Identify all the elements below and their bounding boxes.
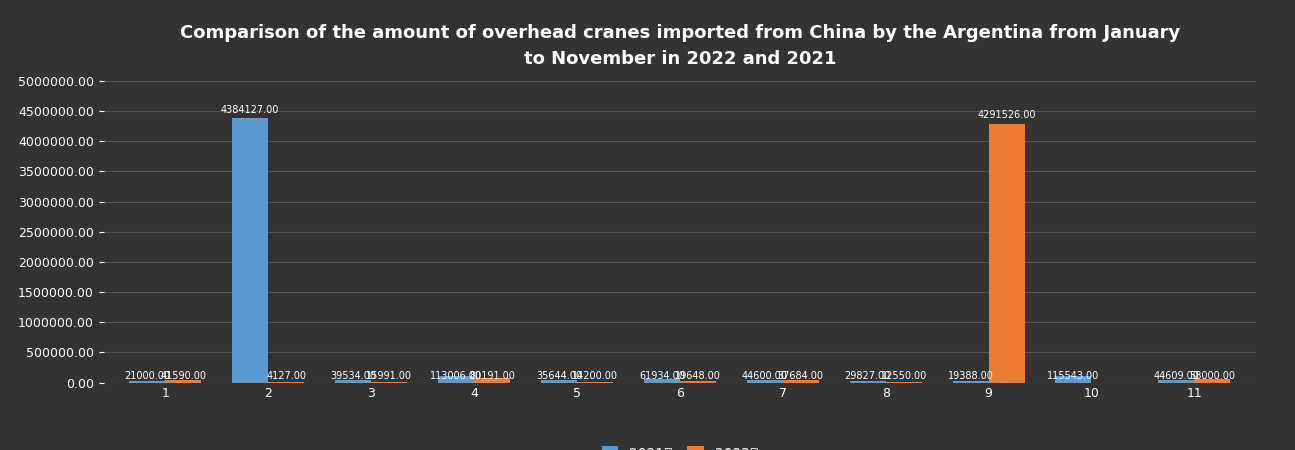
Text: 29827.00: 29827.00 — [844, 371, 891, 382]
Bar — [1055, 376, 1092, 382]
Bar — [166, 380, 201, 382]
Bar — [232, 118, 268, 382]
Text: 113006.00: 113006.00 — [430, 371, 482, 382]
Bar — [335, 380, 372, 382]
Bar — [988, 124, 1024, 382]
Text: 4291526.00: 4291526.00 — [978, 110, 1036, 120]
Text: 37684.00: 37684.00 — [778, 371, 824, 382]
Bar — [1159, 380, 1194, 382]
Title: Comparison of the amount of overhead cranes imported from China by the Argentina: Comparison of the amount of overhead cra… — [180, 24, 1180, 68]
Text: 12550.00: 12550.00 — [881, 371, 927, 382]
Text: 14200.00: 14200.00 — [572, 371, 618, 382]
Bar — [747, 380, 782, 382]
Bar — [130, 381, 166, 382]
Text: 4384127.00: 4384127.00 — [221, 104, 280, 114]
Bar — [438, 376, 474, 382]
Bar — [1194, 379, 1230, 382]
Bar — [782, 380, 818, 382]
Text: 39534.00: 39534.00 — [330, 371, 376, 382]
Bar — [680, 381, 716, 382]
Text: 80191.00: 80191.00 — [469, 371, 515, 382]
Text: 19648.00: 19648.00 — [675, 371, 721, 382]
Text: 4127.00: 4127.00 — [267, 371, 306, 382]
Text: 15991.00: 15991.00 — [366, 371, 412, 382]
Text: 115543.00: 115543.00 — [1048, 371, 1099, 382]
Text: 19388.00: 19388.00 — [948, 371, 993, 382]
Bar — [850, 381, 886, 382]
Text: 21000.00: 21000.00 — [124, 371, 171, 382]
Bar — [644, 379, 680, 382]
Text: 58000.00: 58000.00 — [1189, 371, 1235, 382]
Bar — [474, 378, 510, 382]
Legend: 2021年, 2022年: 2021年, 2022年 — [602, 446, 758, 450]
Text: 61934.00: 61934.00 — [638, 371, 685, 382]
Text: 44609.00: 44609.00 — [1154, 371, 1199, 382]
Text: 44600.00: 44600.00 — [742, 371, 787, 382]
Text: 41590.00: 41590.00 — [161, 371, 206, 382]
Text: 35644.00: 35644.00 — [536, 371, 581, 382]
Bar — [953, 381, 988, 382]
Bar — [541, 380, 578, 382]
